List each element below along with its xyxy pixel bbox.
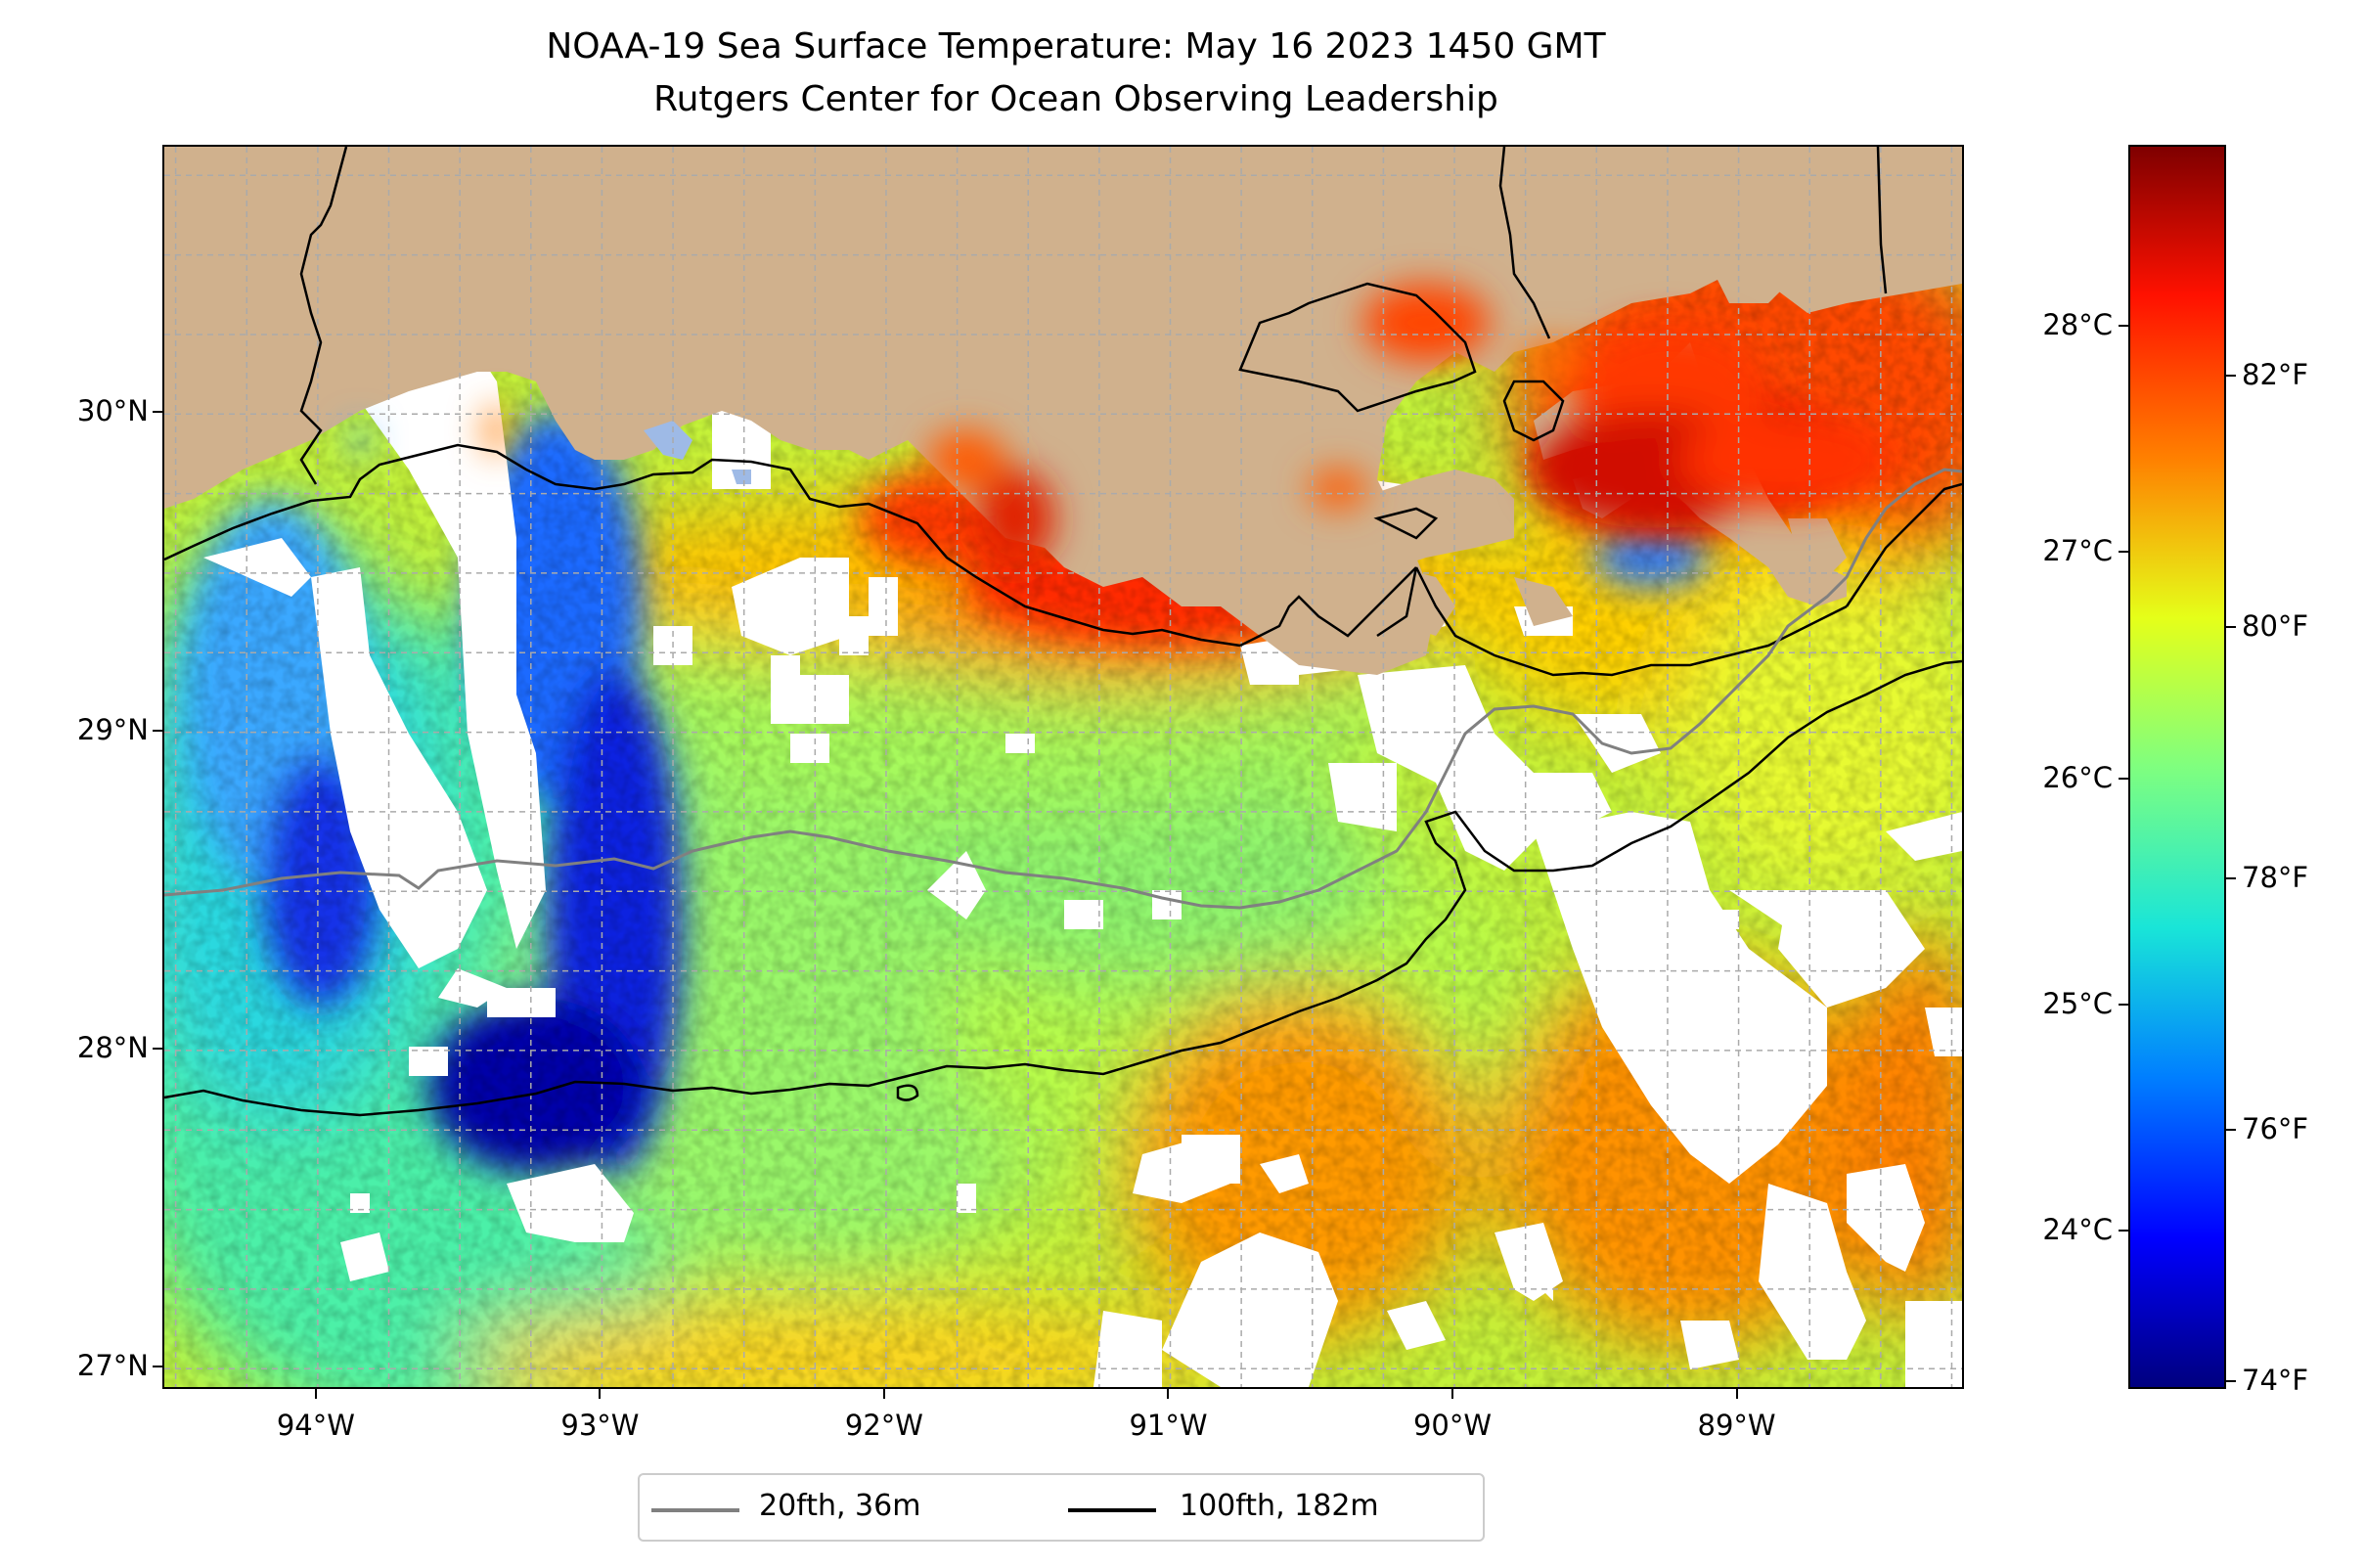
lon-tick-mark xyxy=(1451,1389,1454,1399)
lat-tick-label: 29°N xyxy=(76,712,149,746)
lon-tick-mark xyxy=(1735,1389,1738,1399)
lat-tick-mark xyxy=(153,1366,162,1368)
lat-tick-label: 28°N xyxy=(76,1030,149,1064)
lon-tick-label: 90°W xyxy=(1412,1409,1493,1442)
fahrenheit-tick-mark xyxy=(2226,375,2236,378)
lat-tick-label: 27°N xyxy=(76,1349,149,1383)
legend-swatch-20fth xyxy=(651,1508,739,1512)
lon-tick-label: 92°W xyxy=(844,1409,923,1442)
lat-tick-mark xyxy=(153,411,162,414)
celsius-tick-label: 26°C xyxy=(2042,760,2113,794)
celsius-tick-mark xyxy=(2119,777,2128,780)
lon-tick-label: 93°W xyxy=(560,1409,640,1442)
map-canvas xyxy=(164,147,1962,1387)
lon-tick-label: 94°W xyxy=(276,1409,355,1442)
land xyxy=(164,147,1962,675)
fahrenheit-tick-mark xyxy=(2226,877,2236,880)
gridlines xyxy=(164,147,1962,1387)
fahrenheit-tick-label: 80°F xyxy=(2242,609,2309,644)
isobath-20fth xyxy=(164,468,1962,910)
celsius-tick-mark xyxy=(2119,551,2128,554)
lon-tick-label: 91°W xyxy=(1129,1409,1208,1442)
lat-tick-label: 30°N xyxy=(76,394,149,428)
fahrenheit-tick-label: 82°F xyxy=(2242,358,2309,392)
lon-tick-mark xyxy=(599,1389,602,1399)
fahrenheit-tick-mark xyxy=(2226,626,2236,629)
chart-subtitle: Rutgers Center for Ocean Observing Leade… xyxy=(653,79,1498,119)
celsius-tick-label: 24°C xyxy=(2042,1213,2113,1247)
coastline xyxy=(164,147,1962,677)
fahrenheit-tick-label: 76°F xyxy=(2242,1112,2309,1146)
isobath-100fth-island xyxy=(896,1084,919,1101)
lon-tick-mark xyxy=(314,1389,317,1399)
colorbar xyxy=(2128,145,2226,1389)
celsius-tick-label: 28°C xyxy=(2042,308,2113,342)
legend-label-100fth: 100fth, 182m xyxy=(1180,1489,1379,1523)
lat-tick-mark xyxy=(153,729,162,732)
lat-tick-mark xyxy=(153,1047,162,1050)
legend-label-20fth: 20fth, 36m xyxy=(759,1489,921,1523)
lon-tick-label: 89°W xyxy=(1697,1409,1776,1442)
fahrenheit-tick-mark xyxy=(2226,1129,2236,1132)
celsius-tick-label: 25°C xyxy=(2042,986,2113,1020)
lon-tick-mark xyxy=(1167,1389,1170,1399)
celsius-tick-mark xyxy=(2119,1003,2128,1006)
sst-map xyxy=(162,145,1964,1389)
legend: 20fth, 36m 100fth, 182m xyxy=(638,1473,1485,1542)
celsius-tick-label: 27°C xyxy=(2042,534,2113,568)
fahrenheit-tick-mark xyxy=(2226,1380,2236,1383)
inland-water xyxy=(350,284,1896,567)
legend-swatch-100fth xyxy=(1068,1508,1156,1512)
lon-tick-mark xyxy=(882,1389,885,1399)
fahrenheit-tick-label: 78°F xyxy=(2242,861,2309,895)
celsius-tick-mark xyxy=(2119,325,2128,328)
lakes xyxy=(644,421,751,484)
fahrenheit-tick-label: 74°F xyxy=(2242,1364,2309,1398)
chart-title: NOAA-19 Sea Surface Temperature: May 16 … xyxy=(546,26,1606,67)
isobath-100fth xyxy=(164,659,1962,1117)
celsius-tick-mark xyxy=(2119,1230,2128,1232)
